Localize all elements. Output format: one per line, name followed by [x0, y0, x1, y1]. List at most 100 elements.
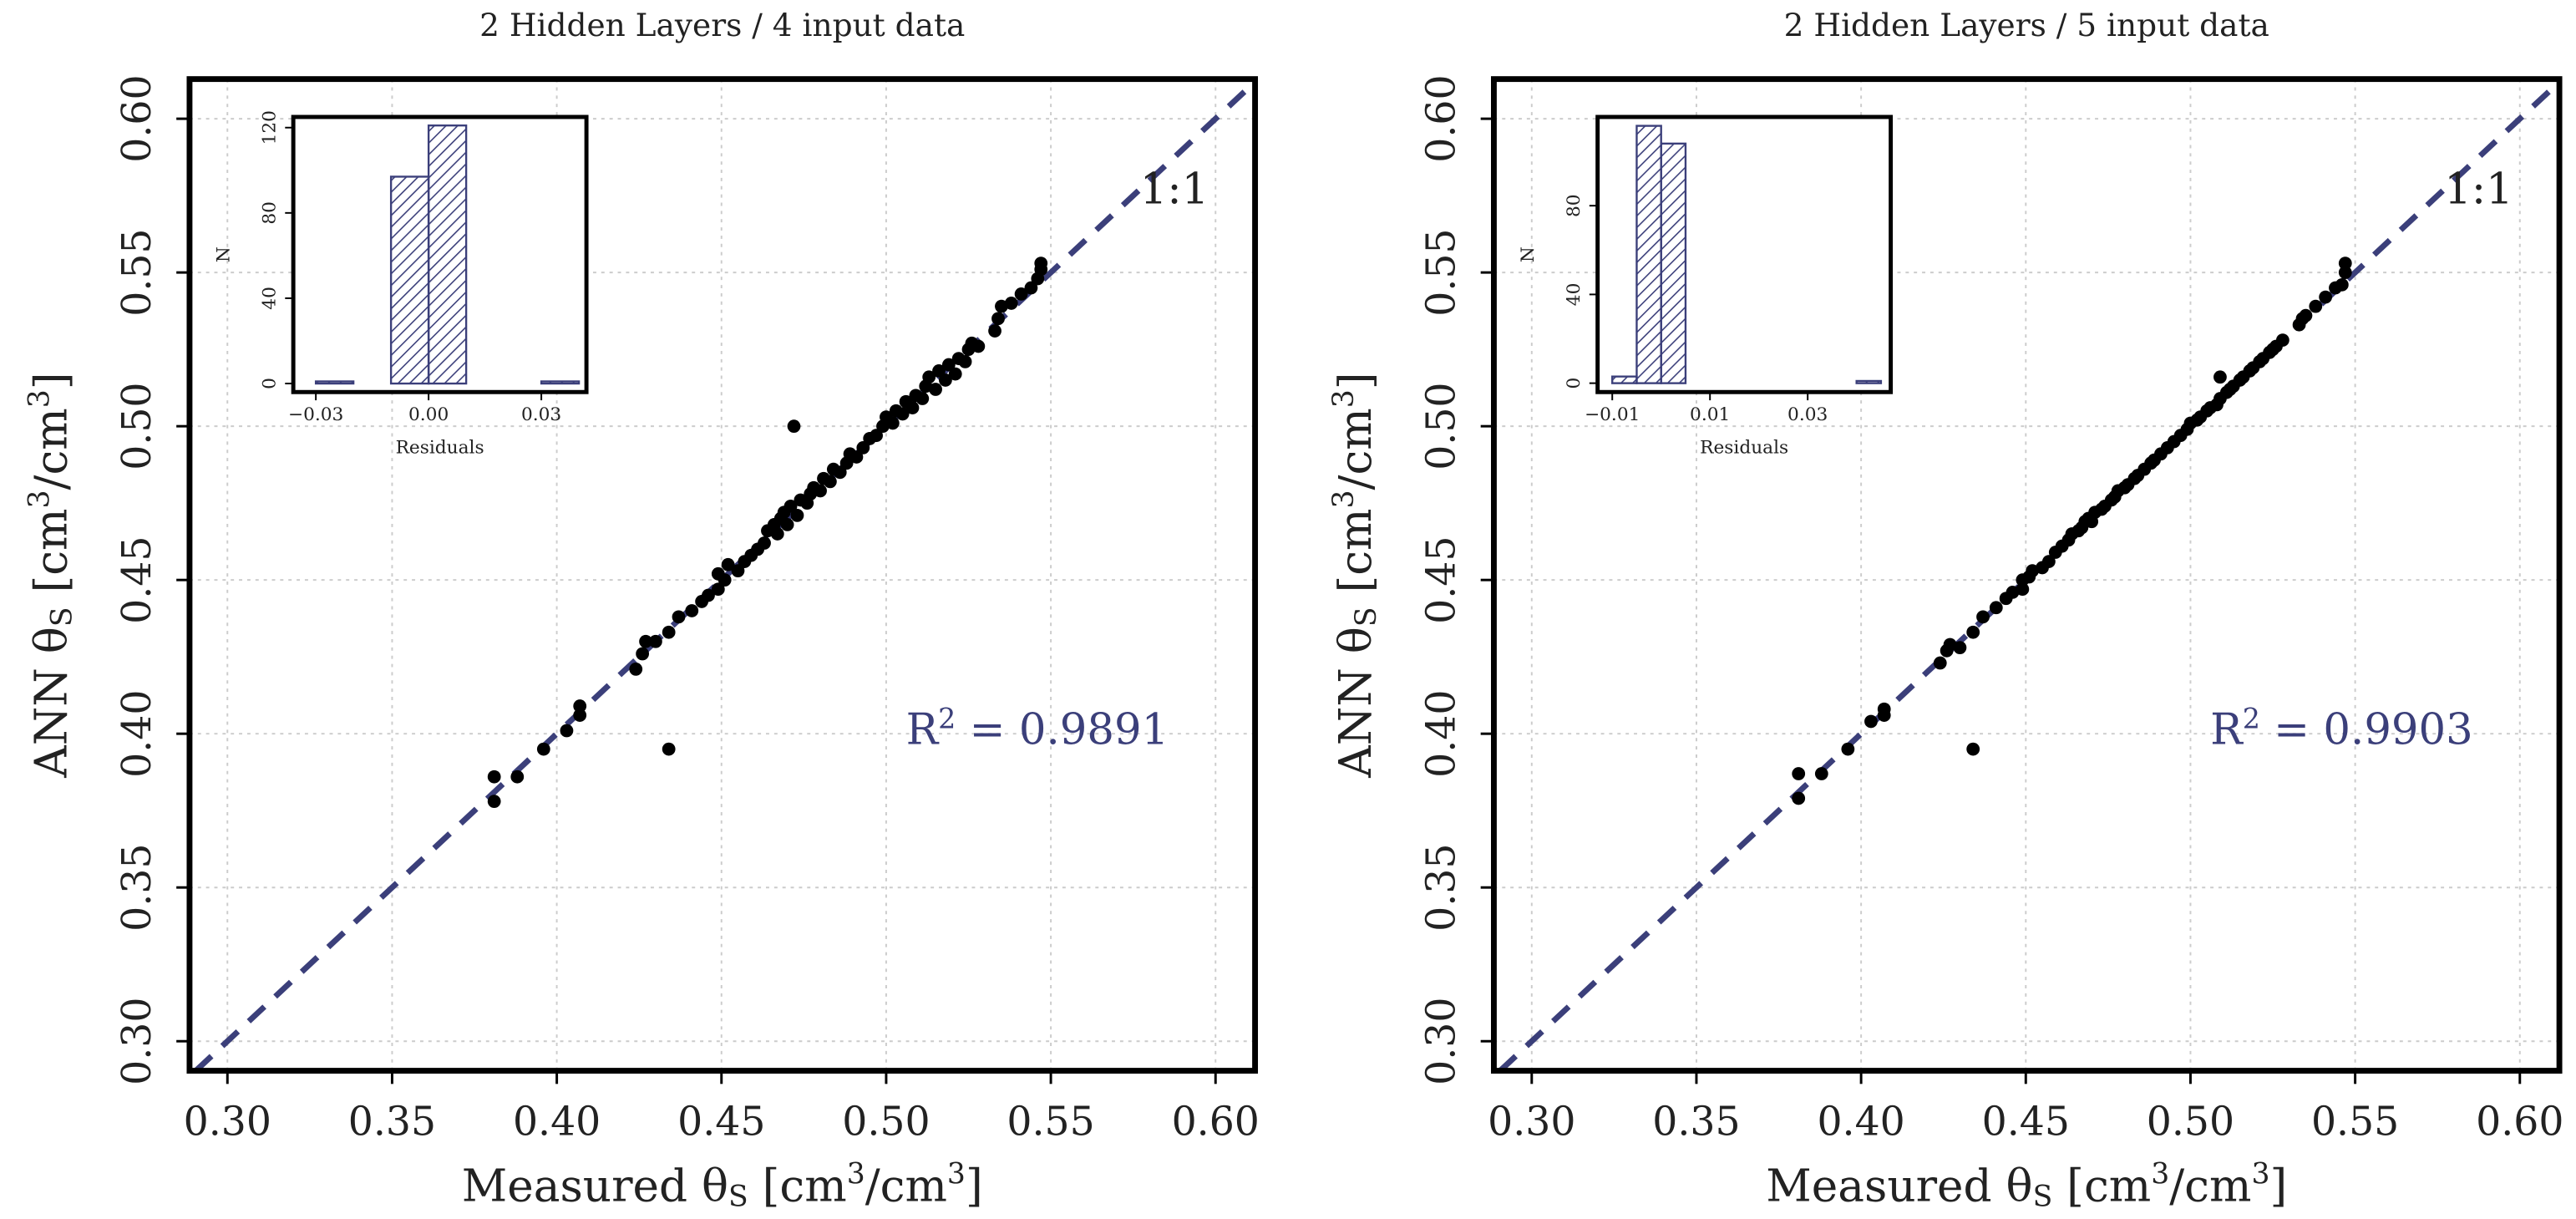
x-tick-label: 0.45 [1982, 1100, 2070, 1145]
plot-frame [186, 76, 1259, 1074]
y-tick-label: 0.35 [114, 844, 160, 932]
label-part: /cm [2169, 1161, 2251, 1212]
annotation: R2 = 0.9891 [906, 703, 1169, 755]
point [649, 634, 662, 648]
x-tick-label: 0.50 [2147, 1100, 2234, 1145]
point [870, 429, 883, 443]
y-tick-label: 40 [1564, 283, 1585, 307]
reference-line [1498, 79, 2562, 1074]
y-tick-label: 80 [260, 201, 281, 225]
y-tick-label: 0.30 [114, 998, 160, 1085]
point [787, 419, 801, 434]
point [711, 582, 725, 597]
label-part: ] [25, 373, 77, 390]
point [2319, 290, 2333, 304]
y-axis-label: N [1518, 246, 1539, 262]
point [915, 392, 930, 405]
histogram-bar [389, 175, 430, 385]
point [991, 312, 1005, 326]
histogram-bar [1855, 379, 1883, 384]
y-tick-label: 80 [1564, 194, 1585, 217]
x-tick-label: 0.35 [348, 1100, 436, 1145]
point [2016, 582, 2030, 597]
point [1966, 742, 1980, 756]
point [790, 508, 804, 522]
point [662, 625, 676, 639]
chart-title: 2 Hidden Layers / 5 input data [1784, 7, 2269, 43]
point [536, 742, 550, 756]
histogram-bar [1660, 142, 1687, 384]
label-part: ANN θ [1330, 627, 1382, 779]
y-tick-label: 0.45 [1418, 536, 1464, 624]
label-part: = 0.9903 [2260, 704, 2473, 754]
label-part: 3 [1327, 490, 1361, 508]
label-part: 3 [947, 1158, 966, 1191]
x-tick-label: 0.03 [521, 404, 561, 425]
label-part: [cm [25, 509, 77, 607]
x-axis-label: Residuals [396, 437, 484, 458]
x-tick-label: 0.30 [1488, 1100, 1575, 1145]
point [2338, 266, 2352, 280]
point [672, 610, 686, 624]
y-tick-label: 0.40 [1418, 690, 1464, 778]
point [487, 795, 501, 809]
point [2213, 370, 2227, 384]
reference-line [194, 79, 1257, 1074]
annotation: R2 = 0.9903 [2210, 703, 2473, 755]
y-tick-label: 0.50 [114, 382, 160, 470]
reference-label: 1:1 [2444, 165, 2513, 215]
label-part: [cm [1330, 509, 1382, 607]
point [2275, 333, 2289, 347]
y-tick-label: 0.45 [114, 536, 160, 624]
label-part: ] [1330, 373, 1382, 390]
point [1976, 610, 1990, 624]
point [1953, 641, 1967, 655]
histogram-bar [427, 124, 468, 385]
x-tick-label: 0.60 [2476, 1100, 2563, 1145]
point [702, 588, 715, 602]
point [1877, 702, 1891, 716]
label-part: Measured θ [462, 1161, 728, 1212]
label-part: S [728, 1180, 748, 1213]
x-axis-label: Measured θS [cm3/cm3] [462, 1158, 983, 1213]
y-tick-label: 0.30 [1418, 998, 1464, 1085]
point [958, 354, 972, 368]
point [814, 484, 827, 498]
point [1034, 256, 1048, 270]
x-tick-label: 0.55 [2311, 1100, 2399, 1145]
point [629, 663, 643, 676]
point [2335, 277, 2349, 292]
point [856, 441, 870, 455]
point [2299, 308, 2313, 323]
label-part: R [2210, 704, 2244, 754]
x-axis-label: Residuals [1700, 437, 1788, 458]
point [1792, 791, 1806, 805]
point [1864, 714, 1878, 729]
label-part: S [45, 607, 79, 627]
point [995, 299, 1008, 313]
label-part: 2 [938, 703, 956, 735]
label-part: 3 [1327, 389, 1361, 408]
label-part: R [906, 704, 940, 754]
point [941, 358, 956, 372]
point [895, 407, 910, 421]
chart-title: 2 Hidden Layers / 4 input data [479, 7, 965, 43]
point [971, 339, 986, 353]
label-part: = 0.9891 [956, 704, 1169, 754]
x-tick-label: 0.01 [1690, 404, 1730, 425]
point [662, 742, 676, 756]
point [1792, 767, 1806, 780]
label-part: S [2033, 1180, 2053, 1213]
y-tick-label: 0.55 [1418, 228, 1464, 316]
point [1024, 281, 1038, 295]
y-axis-label: ANN θS [cm3/cm3] [23, 373, 79, 779]
y-tick-label: 0.60 [1418, 74, 1464, 162]
point [1966, 625, 1980, 639]
point [510, 769, 525, 784]
label-part: /cm [865, 1161, 947, 1212]
point [1841, 742, 1855, 756]
y-tick-label: 0.60 [114, 74, 160, 162]
point [1989, 601, 2003, 615]
